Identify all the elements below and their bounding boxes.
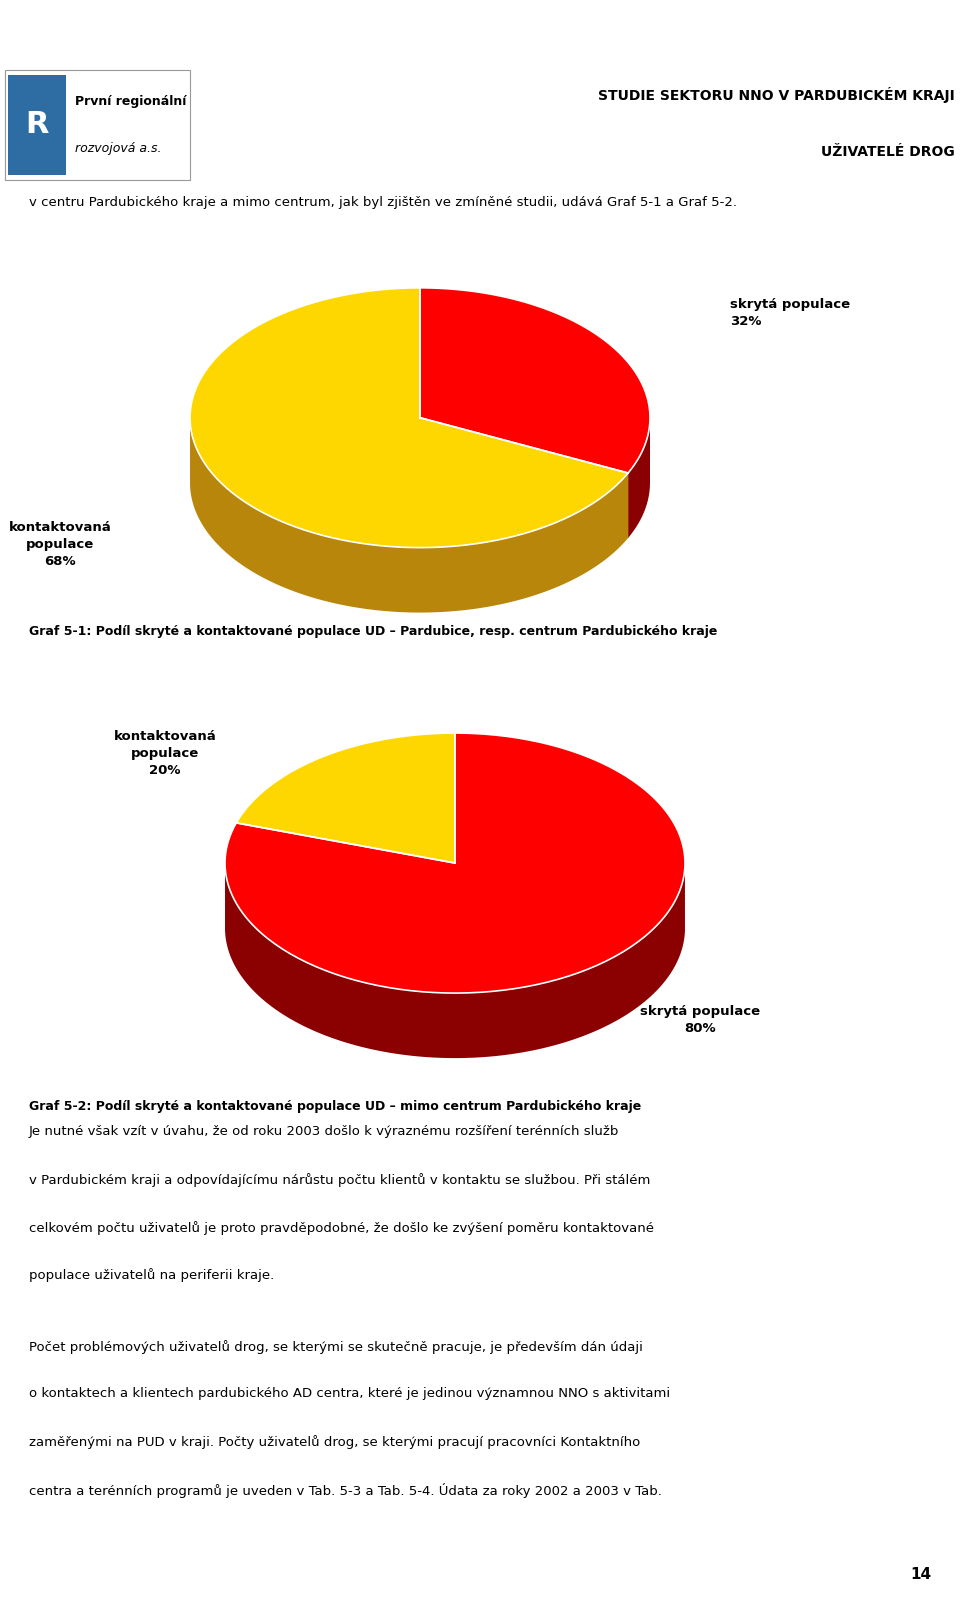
Polygon shape — [236, 733, 455, 862]
Text: Počet problémových uživatelů drog, se kterými se skutečně pracuje, je především : Počet problémových uživatelů drog, se kt… — [29, 1340, 642, 1354]
Text: Je nutné však vzít v úvahu, že od roku 2003 došlo k výraznému rozšíření terénníc: Je nutné však vzít v úvahu, že od roku 2… — [29, 1125, 619, 1138]
Polygon shape — [420, 418, 628, 538]
Text: skrytá populace
80%: skrytá populace 80% — [640, 1006, 760, 1035]
Polygon shape — [190, 289, 628, 548]
Text: STUDIE SEKTORU NNO V PARDUBICKÉM KRAJI: STUDIE SEKTORU NNO V PARDUBICKÉM KRAJI — [598, 87, 955, 103]
Text: rozvojová a.s.: rozvojová a.s. — [75, 142, 161, 155]
Polygon shape — [225, 733, 685, 993]
Text: kontaktovaná
populace
68%: kontaktovaná populace 68% — [9, 521, 111, 567]
Text: v Pardubickém kraji a odpovídajícímu nárůstu počtu klientů v kontaktu se službou: v Pardubickém kraji a odpovídajícímu nár… — [29, 1174, 650, 1186]
Text: celkovém počtu uživatelů je proto pravděpodobné, že došlo ke zvýšení poměru kont: celkovém počtu uživatelů je proto pravdě… — [29, 1220, 654, 1235]
FancyBboxPatch shape — [8, 74, 66, 176]
Text: Graf 5-2: Podíl skryté a kontaktované populace UD – mimo centrum Pardubického kr: Graf 5-2: Podíl skryté a kontaktované po… — [29, 1099, 641, 1114]
Polygon shape — [190, 421, 628, 613]
Text: Graf 5-1: Podíl skryté a kontaktované populace UD – Pardubice, resp. centrum Par: Graf 5-1: Podíl skryté a kontaktované po… — [29, 624, 717, 638]
Text: UŽIVATELÉ DROG: UŽIVATELÉ DROG — [821, 145, 955, 160]
Text: skrytá populace
32%: skrytá populace 32% — [730, 298, 851, 327]
Polygon shape — [628, 419, 650, 538]
Text: centra a terénních programů je uveden v Tab. 5-3 a Tab. 5-4. Údata za roky 2002 : centra a terénních programů je uveden v … — [29, 1483, 661, 1498]
Polygon shape — [225, 866, 684, 1057]
Text: zaměřenými na PUD v kraji. Počty uživatelů drog, se kterými pracují pracovníci K: zaměřenými na PUD v kraji. Počty uživate… — [29, 1435, 640, 1449]
Text: 14: 14 — [910, 1567, 931, 1583]
Text: kontaktovaná
populace
20%: kontaktovaná populace 20% — [113, 730, 216, 777]
FancyBboxPatch shape — [5, 69, 190, 181]
Text: v centru Pardubického kraje a mimo centrum, jak byl zjištěn ve zmíněné studii, u: v centru Pardubického kraje a mimo centr… — [29, 195, 737, 208]
Text: R: R — [25, 111, 49, 139]
Polygon shape — [420, 418, 628, 538]
Text: o kontaktech a klientech pardubického AD centra, které je jedinou významnou NNO : o kontaktech a klientech pardubického AD… — [29, 1388, 670, 1401]
Text: První regionální: První regionální — [75, 95, 186, 108]
Polygon shape — [420, 289, 650, 472]
Text: populace uživatelů na periferii kraje.: populace uživatelů na periferii kraje. — [29, 1269, 274, 1283]
